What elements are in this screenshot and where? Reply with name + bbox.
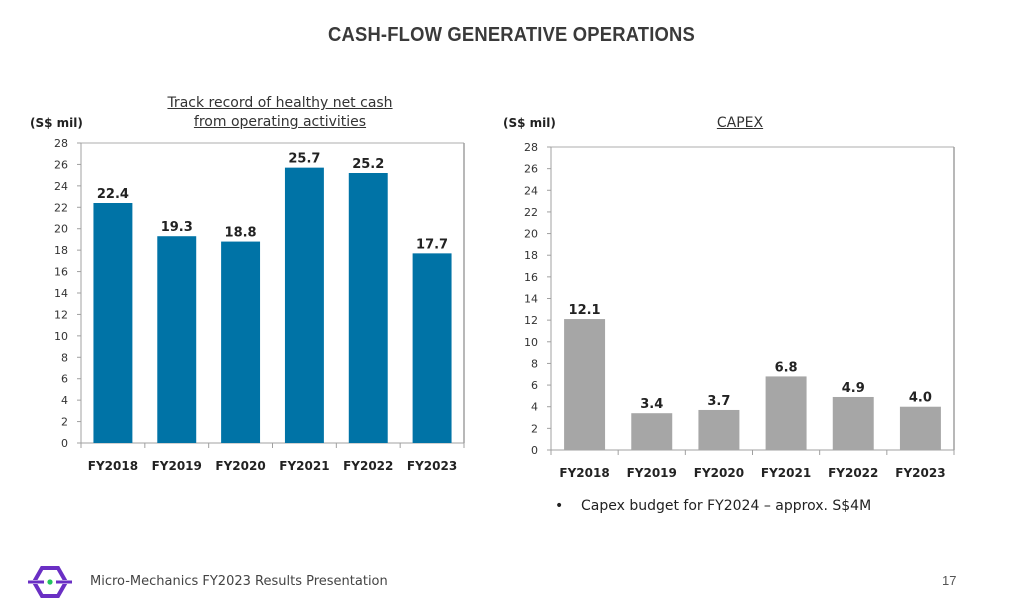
operating-cash-bar [221,241,261,443]
operating-cash-y-tick-label: 10 [54,330,68,343]
left-chart-unit-label: (S$ mil) [30,116,83,130]
operating-cash-y-tick-label: 28 [54,137,68,150]
operating-cash-category-label: FY2018 [88,459,138,473]
capex-data-label: 6.8 [775,360,798,375]
capex-budget-bullet: • Capex budget for FY2024 – approx. S$4M [555,498,871,514]
left-chart-title: Track record of healthy net cash from op… [120,94,440,132]
bullet-dot-icon: • [555,498,564,514]
capex-category-label: FY2019 [627,466,677,480]
operating-cash-data-label: 25.2 [352,157,384,172]
capex-y-tick-label: 12 [524,314,538,327]
capex-y-tick-label: 26 [524,163,538,176]
slide-title: CASH-FLOW GENERATIVE OPERATIONS [328,24,695,46]
operating-cash-category-label: FY2022 [343,459,393,473]
operating-cash-category-label: FY2020 [215,459,265,473]
capex-bar [832,396,874,450]
operating-cash-bar [93,203,133,443]
operating-cash-y-tick-label: 26 [54,158,68,171]
operating-cash-y-tick-label: 22 [54,201,68,214]
capex-data-label: 4.0 [909,391,932,406]
micro-mechanics-logo-icon [28,565,72,603]
right-chart-unit-label: (S$ mil) [503,116,556,130]
capex-bar [698,409,740,450]
bullet-text: Capex budget for FY2024 – approx. S$4M [581,498,872,514]
capex-y-tick-label: 24 [524,184,538,197]
capex-y-tick-label: 10 [524,336,538,349]
left-chart-title-line-1: Track record of healthy net cash [167,95,393,111]
operating-cash-y-tick-label: 12 [54,308,68,321]
capex-y-tick-label: 8 [531,357,538,370]
capex-y-tick-label: 0 [531,444,538,457]
operating-cash-bar [348,173,388,443]
capex-category-label: FY2020 [694,466,744,480]
operating-cash-category-label: FY2019 [152,459,202,473]
operating-cash-y-tick-label: 14 [54,287,68,300]
footer-text: Micro-Mechanics FY2023 Results Presentat… [90,574,388,589]
operating-cash-bar [157,236,197,443]
capex-data-label: 3.7 [707,394,730,409]
right-chart-title: CAPEX [690,114,790,133]
capex-y-tick-label: 4 [531,401,538,414]
operating-cash-y-tick-label: 18 [54,244,68,257]
capex-y-tick-label: 28 [524,141,538,154]
operating-cash-y-tick-label: 16 [54,266,68,279]
capex-y-tick-label: 16 [524,271,538,284]
operating-cash-bar [412,253,452,443]
operating-cash-y-tick-label: 6 [61,373,68,386]
operating-cash-data-label: 25.7 [288,152,320,167]
capex-bar [564,319,606,450]
capex-bar [765,376,807,450]
capex-category-label: FY2023 [895,466,945,480]
capex-category-label: FY2022 [828,466,878,480]
capex-y-tick-label: 6 [531,379,538,392]
operating-cash-y-tick-label: 2 [61,416,68,429]
capex-y-tick-label: 20 [524,228,538,241]
operating-cash-y-tick-label: 20 [54,223,68,236]
operating-cash-category-label: FY2023 [407,459,457,473]
operating-cash-data-label: 19.3 [161,220,193,235]
left-chart-title-line-2: from operating activities [193,114,367,130]
operating-cash-y-tick-label: 24 [54,180,68,193]
capex-data-label: 4.9 [842,381,865,396]
capex-y-tick-label: 2 [531,422,538,435]
capex-y-tick-label: 14 [524,293,538,306]
page-number: 17 [942,573,957,588]
operating-cash-y-tick-label: 8 [61,351,68,364]
operating-cash-category-label: FY2021 [279,459,329,473]
right-chart-title-line-1: CAPEX [716,115,764,131]
operating-cash-bar [284,167,324,443]
operating-cash-y-tick-label: 0 [61,437,68,450]
operating-cash-data-label: 18.8 [225,226,257,241]
operating-cash-data-label: 17.7 [416,237,448,252]
capex-data-label: 12.1 [569,303,601,318]
capex-category-label: FY2021 [761,466,811,480]
capex-bar [899,406,941,450]
capex-data-label: 3.4 [640,397,663,412]
capex-y-tick-label: 18 [524,249,538,262]
operating-cash-y-tick-label: 4 [61,394,68,407]
capex-y-tick-label: 22 [524,206,538,219]
operating-cash-data-label: 22.4 [97,187,129,202]
capex-bar [631,413,673,450]
capex-category-label: FY2018 [559,466,609,480]
